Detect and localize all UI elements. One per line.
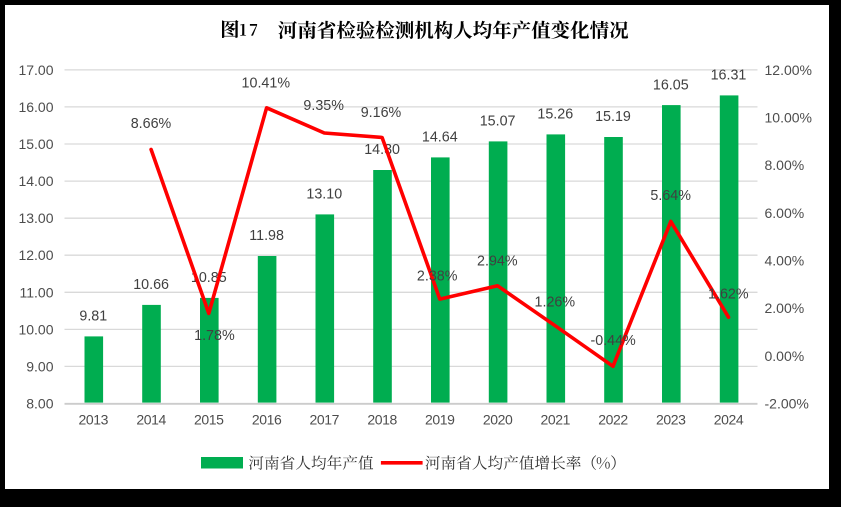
svg-text:1.62%: 1.62%	[708, 286, 749, 302]
svg-text:4.00%: 4.00%	[765, 253, 805, 269]
svg-text:11.98: 11.98	[249, 228, 284, 244]
svg-text:15.26: 15.26	[537, 107, 573, 123]
svg-text:2015: 2015	[194, 411, 224, 427]
svg-text:16.31: 16.31	[711, 68, 747, 84]
svg-text:2021: 2021	[541, 411, 571, 427]
svg-text:2.38%: 2.38%	[417, 268, 458, 284]
svg-text:2019: 2019	[425, 411, 455, 427]
svg-text:14.30: 14.30	[364, 142, 400, 158]
svg-text:2017: 2017	[310, 411, 340, 427]
svg-text:16.00: 16.00	[18, 99, 53, 115]
svg-text:2014: 2014	[136, 411, 166, 427]
svg-text:2023: 2023	[656, 411, 686, 427]
svg-text:8.00: 8.00	[26, 396, 53, 412]
svg-text:15.19: 15.19	[595, 109, 631, 125]
svg-text:5.64%: 5.64%	[650, 188, 691, 204]
svg-text:14.64: 14.64	[422, 130, 458, 146]
svg-text:16.05: 16.05	[653, 77, 689, 93]
svg-text:11.00: 11.00	[20, 284, 54, 300]
svg-text:1.78%: 1.78%	[194, 328, 235, 344]
svg-text:-0.44%: -0.44%	[590, 333, 636, 349]
svg-text:2013: 2013	[79, 411, 109, 427]
svg-text:-2.00%: -2.00%	[765, 396, 809, 412]
svg-text:9.81: 9.81	[79, 309, 107, 325]
svg-text:2018: 2018	[367, 411, 397, 427]
svg-text:10.66: 10.66	[133, 277, 169, 293]
svg-text:2016: 2016	[252, 411, 282, 427]
svg-text:12.00: 12.00	[18, 247, 53, 263]
svg-text:2.94%: 2.94%	[477, 254, 518, 270]
svg-text:9.16%: 9.16%	[361, 105, 402, 121]
svg-text:12.00%: 12.00%	[765, 62, 812, 78]
svg-text:9.35%: 9.35%	[303, 98, 344, 114]
svg-text:10.00: 10.00	[18, 321, 53, 337]
svg-text:2022: 2022	[598, 411, 628, 427]
svg-text:10.41%: 10.41%	[242, 75, 291, 91]
svg-text:1.26%: 1.26%	[535, 294, 576, 310]
svg-text:9.00: 9.00	[26, 358, 53, 374]
svg-text:0.00%: 0.00%	[765, 348, 805, 364]
svg-text:6.00%: 6.00%	[765, 205, 805, 221]
svg-text:8.66%: 8.66%	[131, 116, 172, 132]
svg-text:13.00: 13.00	[18, 210, 53, 226]
svg-text:14.00: 14.00	[18, 173, 53, 189]
svg-text:15.07: 15.07	[480, 114, 516, 130]
svg-text:13.10: 13.10	[306, 187, 342, 203]
svg-text:15.00: 15.00	[18, 136, 53, 152]
svg-text:2020: 2020	[483, 411, 513, 427]
svg-text:2.00%: 2.00%	[765, 300, 805, 316]
svg-text:10.00%: 10.00%	[765, 110, 812, 126]
svg-text:8.00%: 8.00%	[765, 157, 805, 173]
svg-text:17.00: 17.00	[18, 62, 53, 78]
svg-text:2024: 2024	[714, 411, 744, 427]
